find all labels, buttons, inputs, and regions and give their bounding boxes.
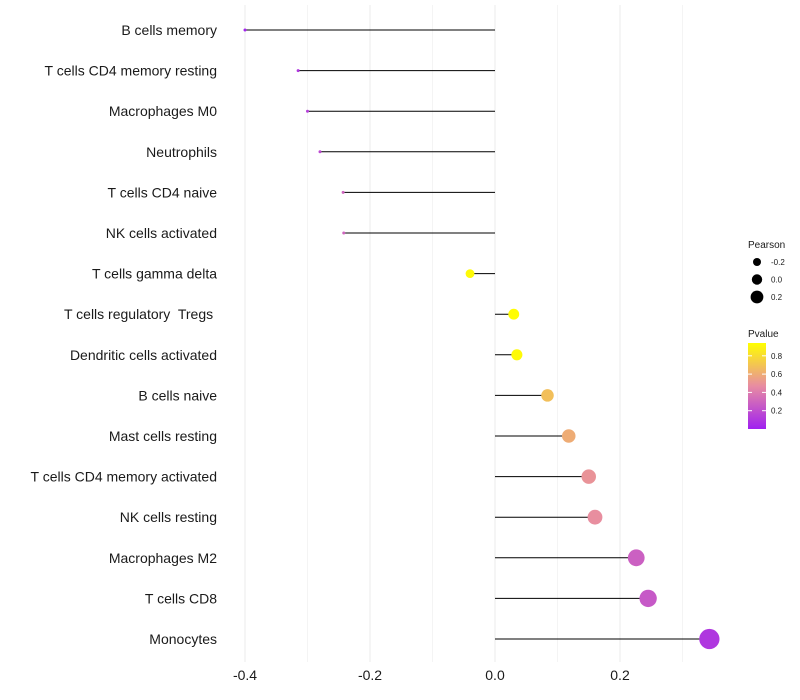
color-legend-label: 0.4	[771, 388, 783, 397]
category-label: Macrophages M2	[109, 550, 217, 566]
category-label: T cells CD4 memory resting	[45, 63, 217, 79]
color-legend-items: 0.8 0.6 0.4 0.2	[748, 352, 783, 416]
size-legend-dot	[750, 290, 764, 304]
size-legend-title: Pearson	[748, 240, 785, 251]
color-legend-label: 0.6	[771, 370, 783, 379]
x-tick-label: -0.2	[358, 667, 382, 683]
category-label: T cells CD4 memory activated	[31, 469, 217, 485]
lollipop-point	[561, 429, 576, 443]
color-legend-label: 0.8	[771, 352, 783, 361]
size-legend-label: -0.2	[771, 258, 785, 267]
lollipop-point	[306, 109, 309, 113]
size-legend-dot	[751, 274, 763, 285]
category-label: Neutrophils	[146, 144, 217, 160]
size-legend-label: 0.0	[771, 276, 783, 285]
lollipop-point	[243, 28, 247, 32]
stem-layer	[245, 29, 710, 640]
lollipop-point	[296, 69, 300, 73]
lollipop-point	[699, 628, 720, 650]
x-tick-label: -0.4	[233, 667, 257, 683]
lollipop-point	[465, 269, 475, 278]
color-legend-label: 0.2	[771, 407, 783, 416]
category-label: Macrophages M0	[109, 103, 217, 119]
category-label: T cells regulatory Tregs	[64, 306, 217, 322]
category-label: B cells naive	[138, 387, 217, 403]
category-labels: B cells memory T cells CD4 memory resting…	[31, 22, 218, 647]
category-label: NK cells resting	[120, 509, 217, 525]
x-tick-label: 0.2	[610, 667, 630, 683]
lollipop-point	[639, 589, 657, 608]
category-label: T cells CD4 naive	[108, 184, 218, 200]
grid-layer	[244, 5, 683, 662]
category-label: Dendritic cells activated	[70, 347, 217, 363]
lollipop-point	[341, 190, 345, 194]
category-label: T cells gamma delta	[92, 266, 217, 282]
x-tick-label: 0.0	[485, 667, 505, 683]
color-legend-bar	[748, 343, 766, 429]
size-legend-dot	[753, 258, 761, 266]
category-label: B cells memory	[121, 22, 217, 38]
category-label: T cells CD8	[145, 590, 217, 606]
x-axis-tick-labels: -0.4 -0.2 0.0 0.2	[233, 667, 630, 683]
lollipop-point	[587, 509, 603, 525]
category-label: NK cells activated	[106, 225, 217, 241]
size-legend-label: 0.2	[771, 293, 783, 302]
lollipop-point	[541, 389, 554, 402]
size-legend-items: -0.2 0.0 0.2	[750, 258, 785, 304]
lollipop-point	[318, 150, 322, 154]
category-label: Monocytes	[149, 631, 217, 647]
lollipop-point	[511, 349, 523, 361]
lollipop-point	[581, 469, 596, 484]
lollipop-point	[627, 549, 645, 567]
legend: Pearson Pvalue -0.2 0.0 0.2 0.8 0.6 0.4 0.2	[748, 240, 785, 429]
point-layer	[243, 28, 720, 650]
lollipop-point	[508, 308, 520, 320]
category-label: Mast cells resting	[109, 428, 217, 444]
lollipop-point	[342, 231, 346, 235]
color-legend-title: Pvalue	[748, 329, 779, 340]
